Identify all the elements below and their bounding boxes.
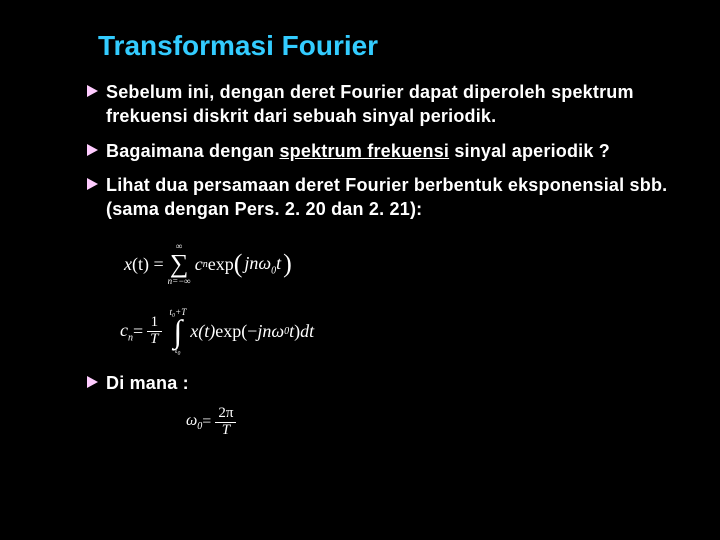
sigma-icon: ∑ xyxy=(170,251,189,277)
eq2-c: c xyxy=(120,320,128,340)
eq2-frac-1-over-T: 1 T xyxy=(147,315,161,348)
eq2-lhs: cn xyxy=(120,320,133,344)
eq3-frac-den: T xyxy=(219,423,233,439)
bullet-2: Bagaimana dengan spektrum frekuensi siny… xyxy=(86,139,672,163)
bullet-4-text: Di mana : xyxy=(106,371,189,395)
bullet-2-part-b: spektrum frekuensi xyxy=(279,141,449,161)
bullet-1-text: Sebelum ini, dengan deret Fourier dapat … xyxy=(106,80,672,129)
bullet-arrow-icon xyxy=(86,177,100,196)
int-lower: t₀ xyxy=(175,346,181,355)
eq1-exp: exp xyxy=(208,254,234,275)
summation-symbol: ∞ ∑ n=−∞ xyxy=(168,242,191,286)
bullet-arrow-icon xyxy=(86,143,100,162)
slide-title: Transformasi Fourier xyxy=(98,30,672,62)
equation-3: ω0 = 2π T xyxy=(186,406,672,439)
eq1-arg: jnω0t xyxy=(244,253,281,277)
eq1-x: x xyxy=(124,254,132,274)
bullet-1: Sebelum ini, dengan deret Fourier dapat … xyxy=(86,80,672,129)
bullet-2-part-c: sinyal aperiodik ? xyxy=(449,141,610,161)
equations-block: x(t) = ∞ ∑ n=−∞ cn exp ( jnω0t ) cn = xyxy=(124,235,672,361)
bullet-2-text: Bagaimana dengan spektrum frekuensi siny… xyxy=(106,139,610,163)
eq1-paren-t: (t) = xyxy=(132,254,164,274)
bullet-2-part-a: Bagaimana dengan xyxy=(106,141,279,161)
eq1-omega: ω xyxy=(258,253,271,273)
eq2-dt: dt xyxy=(300,321,314,342)
eq2-xt: x(t) xyxy=(190,321,215,342)
eq1-jn: jn xyxy=(244,253,258,273)
equation-1: x(t) = ∞ ∑ n=−∞ cn exp ( jnω0t ) xyxy=(124,235,672,293)
rparen-icon: ) xyxy=(283,249,292,279)
eq1-c: c xyxy=(195,254,203,275)
bullet-3-text: Lihat dua persamaan deret Fourier berben… xyxy=(106,173,672,222)
slide: Transformasi Fourier Sebelum ini, dengan… xyxy=(0,0,720,540)
eq3-omega: ω0 xyxy=(186,412,202,432)
equation-2: cn = 1 T t₀+T ∫ t₀ x(t) exp(− jnω0t)dt xyxy=(120,301,672,361)
eq2-equals: = xyxy=(133,321,143,342)
frac-num-1: 1 xyxy=(148,315,162,331)
eq1-t: t xyxy=(276,253,281,273)
eq2-exp: exp(− xyxy=(215,321,257,342)
bullet-arrow-icon xyxy=(86,375,100,394)
eq1-lhs: x(t) = xyxy=(124,254,164,275)
eq3-omega-sym: ω xyxy=(186,412,197,429)
lparen-icon: ( xyxy=(234,249,243,279)
eq2-rhs: x(t) exp(− jnω0t)dt xyxy=(190,321,314,342)
eq3-frac-num: 2π xyxy=(215,406,236,422)
bullet-3: Lihat dua persamaan deret Fourier berben… xyxy=(86,173,672,222)
frac-den-T: T xyxy=(147,332,161,348)
bullet-arrow-icon xyxy=(86,84,100,103)
eq3-equals: = xyxy=(202,413,211,431)
bullet-4: Di mana : xyxy=(86,371,672,395)
integral-symbol: t₀+T ∫ t₀ xyxy=(170,308,187,355)
eq3-frac: 2π T xyxy=(215,406,236,439)
eq2-jn: jn xyxy=(257,321,271,342)
integral-icon: ∫ xyxy=(173,317,182,346)
eq2-omega: ω xyxy=(271,321,284,342)
sum-lower: n=−∞ xyxy=(168,277,191,286)
eq1-rhs: cn exp ( jnω0t ) xyxy=(195,249,292,279)
